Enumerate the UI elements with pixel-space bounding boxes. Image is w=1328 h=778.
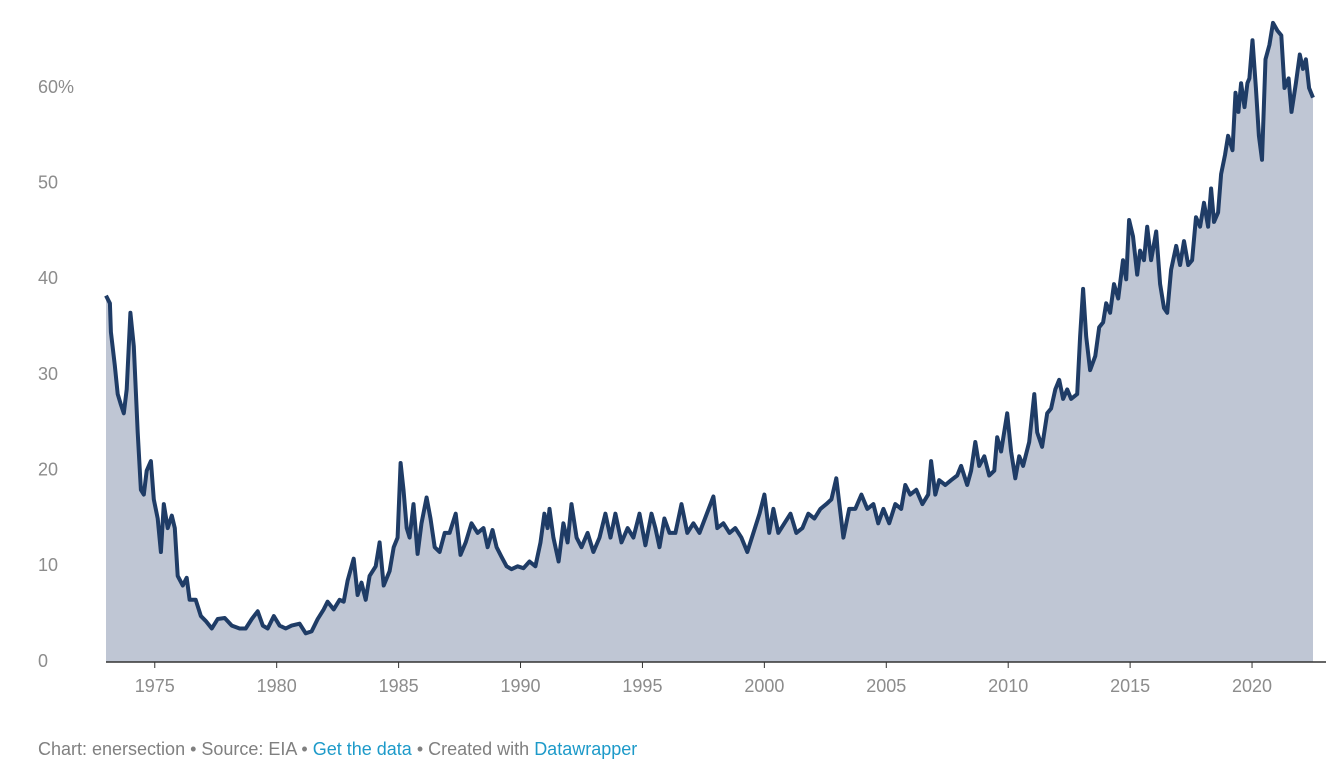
footer-link[interactable]: Datawrapper (534, 739, 637, 759)
x-tick-label: 2015 (1110, 676, 1150, 696)
line (104, 20, 1315, 636)
y-tick-label: 20 (38, 459, 58, 479)
footer-text: Chart: enersection • Source: EIA • (38, 739, 313, 759)
y-tick-label: 60% (38, 77, 74, 97)
area (106, 22, 1313, 662)
y-tick-label: 40 (38, 268, 58, 288)
y-tick-label: 0 (38, 651, 48, 671)
y-tick-label: 50 (38, 172, 58, 192)
x-tick-label: 1990 (501, 676, 541, 696)
y-tick-label: 10 (38, 555, 58, 575)
x-tick-label: 1985 (379, 676, 419, 696)
footer: Chart: enersection • Source: EIA • Get t… (38, 739, 637, 759)
x-tick-label: 1980 (257, 676, 297, 696)
footer-text: • Created with (412, 739, 534, 759)
x-tick-label: 1995 (622, 676, 662, 696)
x-tick-label: 2010 (988, 676, 1028, 696)
x-tick-label: 2005 (866, 676, 906, 696)
x-tick-label: 2000 (744, 676, 784, 696)
footer-link[interactable]: Get the data (313, 739, 413, 759)
y-tick-label: 30 (38, 364, 58, 384)
x-tick-label: 2020 (1232, 676, 1272, 696)
x-tick-label: 1975 (135, 676, 175, 696)
